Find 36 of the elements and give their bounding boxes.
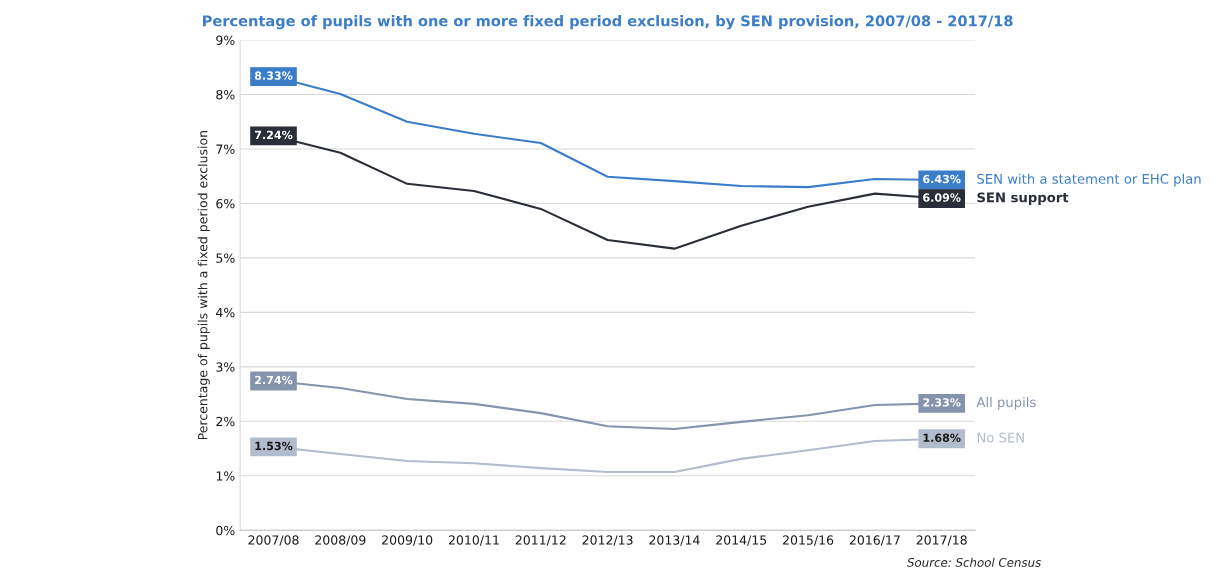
- x-tick-label: 2017/18: [916, 535, 967, 546]
- y-tick-label: 8%: [216, 89, 235, 100]
- x-tick-label: 2011/12: [515, 535, 566, 546]
- y-tick-label: 7%: [216, 144, 235, 154]
- y-tick-label: 9%: [216, 35, 235, 45]
- x-tick-label: 2016/17: [849, 535, 900, 546]
- x-tick-label: 2013/14: [649, 535, 700, 546]
- legend-label: SEN with a statement or EHC plan: [977, 173, 1201, 187]
- legend-label: All pupils: [976, 396, 1036, 410]
- y-tick-label: 5%: [216, 253, 235, 263]
- y-axis-title: Percentage of pupils with a fixed period exclusion: [197, 131, 210, 440]
- x-tick-label: 2014/15: [716, 535, 767, 546]
- y-tick-label: 1%: [216, 471, 235, 481]
- x-tick-label: 2010/11: [448, 535, 499, 546]
- y-tick-label: 0%: [216, 525, 235, 536]
- data-label: 1.53%: [255, 441, 293, 451]
- x-tick-label: 2015/16: [783, 535, 834, 546]
- legend-label: No SEN: [977, 432, 1024, 443]
- data-label: 8.33%: [254, 71, 293, 80]
- data-label: 2.33%: [923, 398, 961, 407]
- data-label: 2.74%: [255, 375, 293, 385]
- data-label: 7.24%: [254, 130, 293, 140]
- chart-title: Percentage of pupils with one or more fixed period exclusion, by SEN provision, 2007/08 - 2017/18: [203, 15, 1013, 30]
- data-label: 1.68%: [923, 433, 961, 442]
- x-tick-label: 2007/08: [248, 535, 299, 546]
- y-tick-label: 3%: [216, 362, 235, 372]
- y-tick-label: 4%: [216, 307, 235, 318]
- data-label: 6.09%: [923, 193, 961, 202]
- x-tick-label: 2008/09: [315, 535, 366, 546]
- y-tick-label: 6%: [216, 198, 235, 209]
- data-label: 6.43%: [923, 174, 961, 184]
- x-tick-label: 2012/13: [582, 535, 633, 546]
- y-tick-label: 2%: [216, 416, 235, 427]
- source-note: Source: School Census: [907, 557, 1041, 567]
- x-tick-label: 2009/10: [382, 535, 433, 546]
- legend-label: SEN support: [977, 192, 1069, 205]
